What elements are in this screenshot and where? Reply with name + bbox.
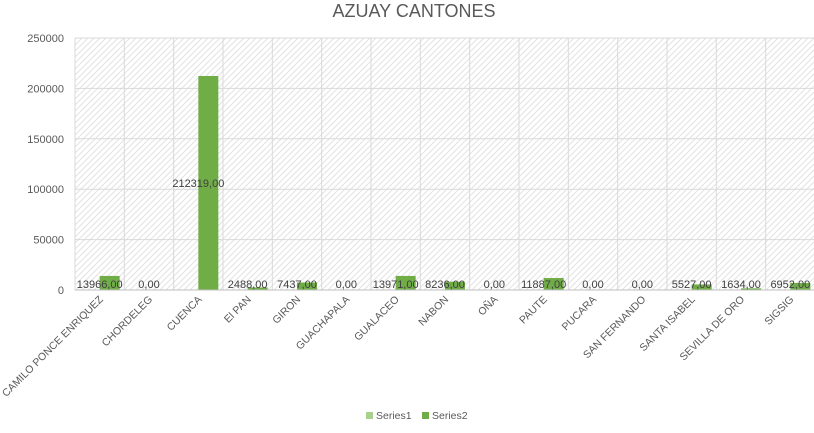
data-label: 0,00 (138, 279, 159, 291)
x-tick-label: PAUTE (517, 294, 550, 327)
data-label: 212319,00 (172, 178, 224, 190)
data-label: 8236,00 (425, 279, 465, 291)
x-tick-label: NABON (416, 294, 451, 329)
bar-series2 (99, 275, 120, 290)
y-tick-label: 200000 (27, 83, 64, 95)
x-tick-label: SIGSIG (762, 294, 796, 328)
bar-series2 (741, 288, 761, 290)
data-label: 13966,00 (77, 279, 123, 291)
y-tick-label: 0 (58, 285, 64, 297)
data-label: 13971,00 (373, 279, 419, 291)
x-tick-label: OÑA (475, 293, 500, 318)
x-tick-label: CAMILO PONCE ENRIQUEZ (0, 293, 106, 399)
data-label: 2488,00 (228, 279, 268, 291)
data-label: 0,00 (632, 279, 653, 291)
data-label: 0,00 (336, 279, 357, 291)
x-tick-label: CHORDELEG (100, 294, 156, 350)
x-tick-label: PUCARA (560, 294, 599, 333)
legend-swatch (422, 412, 429, 419)
bar-series2 (395, 275, 416, 290)
plot-area (75, 38, 814, 290)
y-tick-label: 50000 (33, 235, 64, 247)
bar-series2 (247, 287, 268, 290)
data-label: 1634,00 (721, 279, 761, 291)
y-tick-label: 250000 (27, 33, 64, 45)
y-tick-label: 150000 (27, 134, 64, 146)
x-tick-label: GUALACEO (352, 294, 402, 344)
bar-series2 (543, 278, 564, 290)
bar-series2 (445, 281, 465, 290)
legend-label: Series1 (376, 410, 412, 422)
bar-series2 (198, 75, 219, 290)
bar-series2 (691, 284, 712, 290)
bar-series2 (297, 282, 317, 290)
legend-label: Series2 (432, 410, 468, 422)
data-label: 0,00 (582, 279, 603, 291)
bar-series2 (790, 282, 811, 290)
y-tick-label: 100000 (27, 184, 64, 196)
chart-title: AZUAY CANTONES (332, 1, 495, 21)
data-label: 7437,00 (277, 279, 317, 291)
data-label: 5527,00 (672, 279, 712, 291)
x-tick-label: El PAN (222, 294, 254, 326)
legend-swatch (366, 412, 373, 419)
x-tick-label: CUENCA (165, 294, 205, 334)
x-tick-label: GIRON (270, 294, 303, 327)
data-label: 11887,00 (521, 279, 566, 291)
data-label: 6952,00 (770, 279, 810, 291)
data-label: 0,00 (484, 279, 505, 291)
